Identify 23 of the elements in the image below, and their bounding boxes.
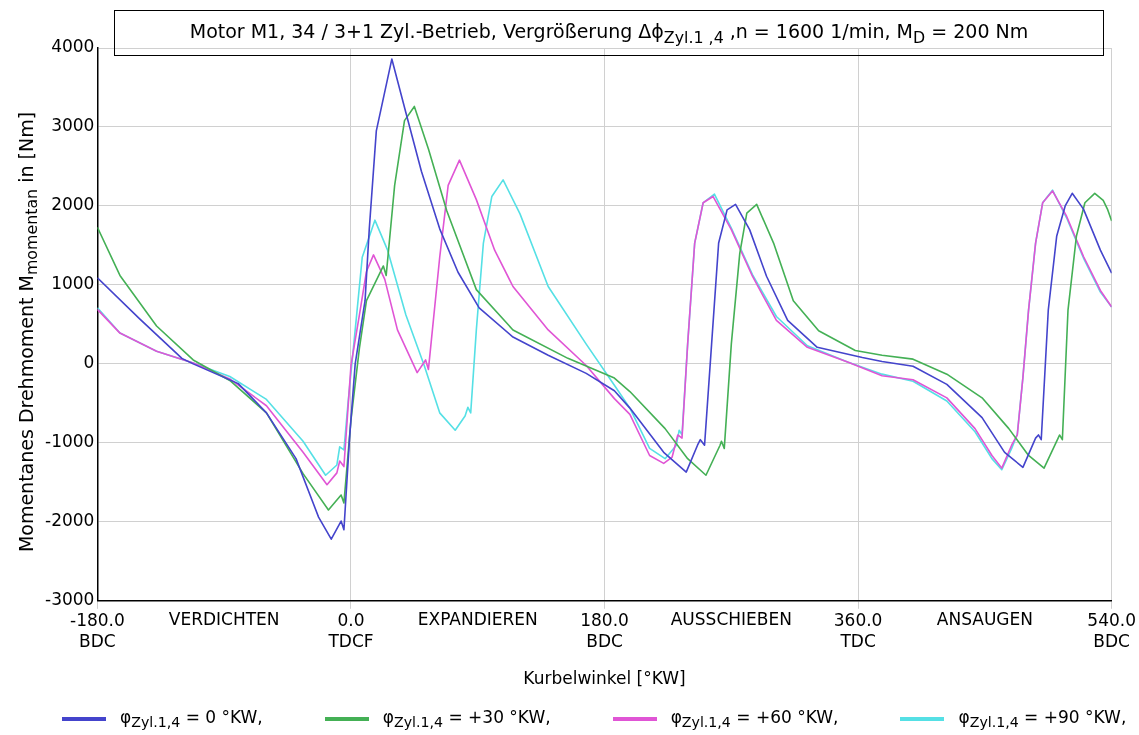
- y-tick-label: 3000: [51, 115, 95, 136]
- y-tick-label: 1000: [51, 273, 95, 294]
- y-tick-label: 4000: [51, 36, 95, 57]
- x-tick-label: 360.0 TDC: [833, 610, 883, 651]
- text: VERDICHTEN: [168, 608, 280, 629]
- y-tick-label: 2000: [51, 194, 95, 215]
- y-tick-label: -3000: [44, 589, 95, 610]
- legend-label: φ$_{Zyl.1,4}$ = +60 °KW,: [670, 707, 839, 731]
- y-tick-label: -2000: [44, 510, 95, 531]
- legend-label: φ$_{Zyl.1,4}$ = +90 °KW,: [958, 707, 1127, 731]
- text: AUSSCHIEBEN: [670, 608, 792, 629]
- legend-label: φ$_{Zyl.1,4}$ = 0 °KW,: [120, 707, 263, 731]
- x-tick-label: 540.0 BDC: [1087, 610, 1136, 651]
- y-tick-label: -1000: [44, 431, 95, 452]
- x-axis-title: Kurbelwinkel [°KW]: [523, 668, 686, 689]
- x-tick-label: 180.0 BDC: [580, 610, 629, 651]
- legend-label: φ$_{Zyl.1,4}$ = +30 °KW,: [382, 707, 551, 731]
- y-tick-label: 0: [83, 352, 95, 373]
- x-tick-label: 0.0 TDCF: [327, 610, 374, 651]
- text: EXPANDIEREN: [417, 608, 538, 629]
- text: ANSAUGEN: [936, 608, 1033, 629]
- x-tick-label: -180.0 BDC: [69, 610, 125, 651]
- chart-title: Motor M1, 34 / 3+1 Zyl.-Betrieb, Vergrößerung Δϕ$_{Zyl.1 ,4}$ ,n = 1600 1/min, M$_{D}$ = 200 Nm: [189, 19, 1029, 47]
